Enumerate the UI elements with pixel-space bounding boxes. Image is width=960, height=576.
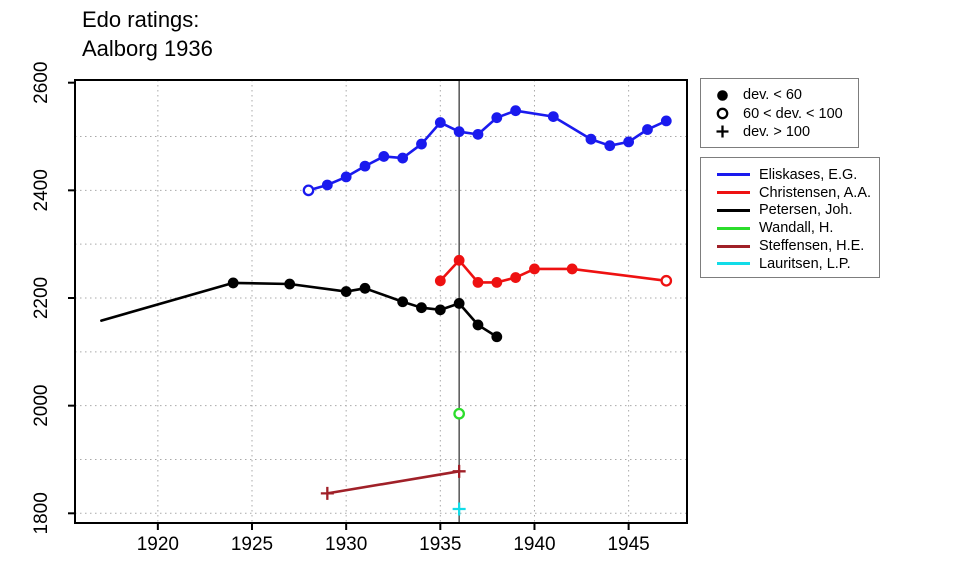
marker-legend-item: 60 < dev. < 100 [714,104,854,122]
x-axis-tick-label: 1940 [513,534,555,555]
data-point-filled [510,105,522,117]
marker-legend-label: dev. < 60 [743,87,802,104]
data-point-filled [378,151,390,162]
x-axis-tick-label: 1925 [231,534,273,555]
data-point-open [453,407,465,420]
marker-legend-item: dev. > 100 [714,123,854,141]
data-point-filled [642,124,653,135]
data-point-filled [434,275,446,287]
series-color-swatch [717,226,750,230]
y-axis-tick-label: 2000 [31,385,52,427]
data-point-filled [453,297,465,309]
player-legend-label: Lauritsen, L.P. [759,255,851,272]
data-point-filled [284,278,296,290]
data-point-filled [547,111,559,123]
data-point-filled [397,152,409,164]
data-point-filled [529,263,540,275]
player-legend-label: Christensen, A.A. [759,184,872,201]
data-point-open [302,184,315,197]
data-point-filled [510,272,522,283]
player-legend-label: Steffensen, H.E. [759,238,865,255]
plot-border [74,79,688,524]
data-point-open [660,274,673,287]
open-circle-icon [714,106,730,121]
plus-icon [714,124,730,139]
y-axis-tick-label: 2400 [31,169,52,211]
data-point-filled [340,171,352,183]
series-color-swatch [717,208,750,212]
data-point-filled [491,276,503,288]
data-point-filled [491,331,503,343]
x-axis-tick-label: 1920 [137,534,179,555]
player-legend-label: Eliskases, E.G. [759,166,858,183]
player-legend-item: Christensen, A.A. [710,184,875,202]
chart-title: Edo ratings: Aalborg 1936 [82,5,213,63]
series-color-swatch [717,173,750,177]
data-point-filled [491,112,503,124]
data-point-filled [566,263,578,275]
data-point-filled [623,136,635,148]
data-point-plus [452,502,466,516]
y-axis-tick-label: 1800 [31,492,52,534]
data-point-filled [359,160,371,172]
x-axis-tick-label: 1935 [419,534,461,555]
data-point-filled [416,138,427,150]
data-point-filled [434,117,446,128]
marker-legend-label: 60 < dev. < 100 [743,105,843,122]
data-point-filled [359,282,371,294]
data-point-filled [472,276,484,288]
data-point-filled [416,302,427,314]
data-point-plus [320,486,334,500]
player-legend-item: Lauritsen, L.P. [710,255,875,273]
x-axis-tick-label: 1945 [607,534,649,555]
data-point-filled [453,126,465,138]
data-point-filled [604,140,616,152]
y-axis-tick-label: 2200 [31,277,52,319]
player-legend-label: Petersen, Joh. [759,202,853,219]
series-line [326,470,461,495]
player-legend-item: Petersen, Joh. [710,202,875,220]
data-point-filled [660,115,672,127]
data-point-filled [472,128,484,140]
chart-title-line2: Aalborg 1936 [82,36,213,61]
series-line [307,109,668,192]
player-legend-item: Eliskases, E.G. [710,166,875,184]
x-axis-tick-label: 1930 [325,534,367,555]
chart-title-line1: Edo ratings: [82,7,200,32]
data-point-filled [453,254,465,266]
y-axis-tick-label: 2600 [31,62,52,104]
data-point-filled [472,319,484,331]
series-color-swatch [717,262,750,266]
marker-legend: dev. < 60 60 < dev. < 100 dev. > 100 [700,78,859,148]
marker-legend-item: dev. < 60 [714,86,854,104]
series-color-swatch [717,244,750,248]
data-point-filled [227,277,239,289]
series-color-swatch [717,191,750,195]
marker-legend-label: dev. > 100 [743,123,811,140]
data-point-filled [321,179,333,191]
data-point-filled [397,296,409,308]
player-legend-label: Wandall, H. [759,220,834,237]
data-point-filled [585,133,597,145]
data-point-filled [340,286,352,297]
player-legend-item: Wandall, H. [710,219,875,237]
player-legend-item: Steffensen, H.E. [710,237,875,255]
player-legend: Eliskases, E.G. Christensen, A.A. Petersen… [700,157,880,278]
filled-circle-icon [714,88,730,103]
data-point-filled [434,304,446,316]
data-point-plus [452,464,466,478]
